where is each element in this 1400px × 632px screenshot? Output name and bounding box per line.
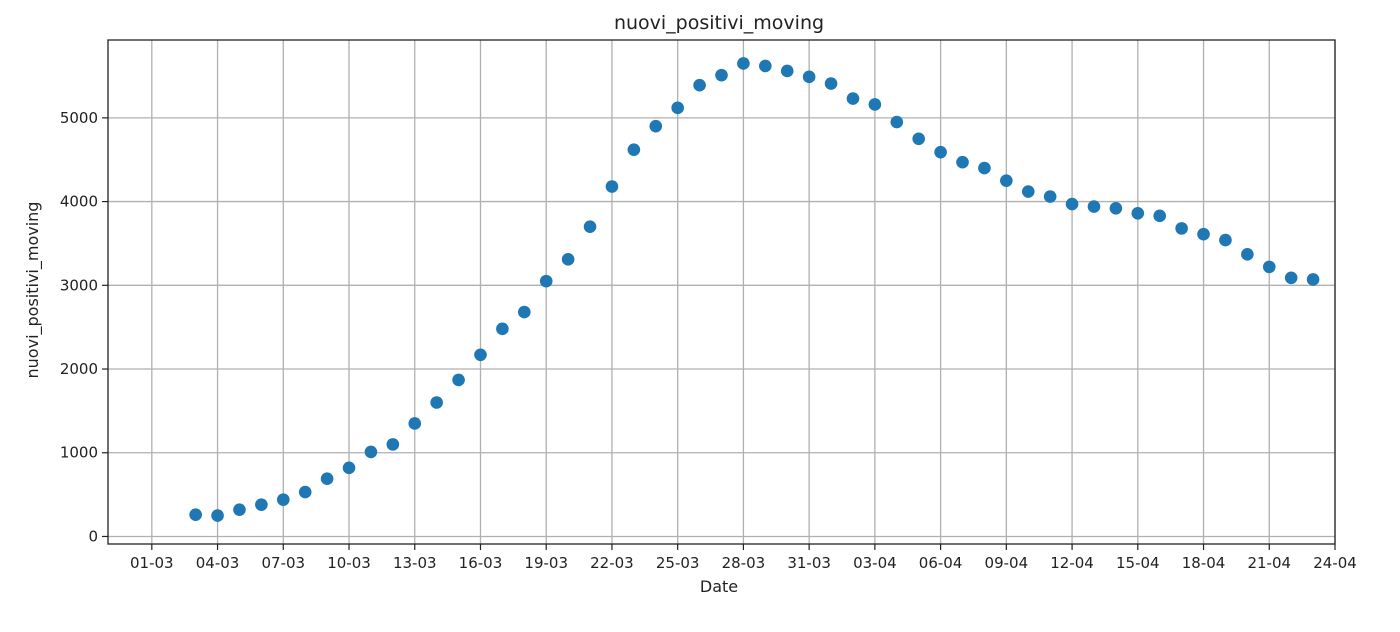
- data-point: [846, 92, 860, 105]
- y-tick-label: 4000: [60, 193, 98, 211]
- data-point: [649, 119, 663, 133]
- plot-frame: [107, 39, 1336, 545]
- data-point: [956, 155, 969, 169]
- data-point: [189, 508, 202, 521]
- data-point: [1000, 174, 1013, 187]
- data-point: [1175, 222, 1188, 235]
- data-point: [298, 485, 312, 499]
- data-point: [737, 57, 750, 70]
- x-tick-label: 09-04: [985, 554, 1029, 572]
- data-point: [1284, 271, 1298, 285]
- data-point: [780, 64, 794, 78]
- data-point: [1109, 201, 1123, 215]
- y-tick-label: 0: [88, 527, 98, 545]
- x-tick-label: 18-04: [1182, 554, 1226, 572]
- y-tick-label: 5000: [60, 109, 98, 127]
- x-axis-ticks: 01-03 04-03 07-03 10-03 13-03 16-03 19-03 22-03…: [130, 544, 1357, 572]
- data-point: [430, 396, 443, 409]
- data-point: [276, 493, 290, 506]
- data-point: [1065, 197, 1079, 211]
- chart-title: nuovi_positivi_moving: [614, 12, 824, 34]
- data-point: [255, 498, 268, 511]
- x-tick-label: 24-04: [1313, 554, 1357, 572]
- data-point: [1131, 207, 1145, 220]
- data-point: [342, 461, 356, 475]
- x-tick-label: 06-04: [919, 554, 963, 572]
- data-point: [627, 143, 641, 156]
- data-point: [693, 78, 706, 92]
- data-point: [518, 305, 531, 319]
- data-point: [408, 417, 422, 430]
- x-tick-label: 21-04: [1247, 554, 1291, 572]
- data-point: [1306, 273, 1320, 286]
- x-tick-label: 31-03: [787, 554, 831, 572]
- data-point: [802, 70, 816, 84]
- x-axis-title: Date: [700, 577, 738, 596]
- data-points: [189, 57, 1320, 522]
- y-tick-label: 2000: [60, 360, 98, 378]
- y-axis-title: nuovi_positivi_moving: [23, 202, 43, 379]
- data-point: [496, 322, 509, 336]
- data-point: [1219, 233, 1232, 247]
- y-tick-label: 1000: [60, 444, 98, 462]
- data-point: [715, 68, 728, 82]
- data-point: [605, 180, 619, 193]
- data-point: [978, 161, 991, 175]
- y-axis-ticks: 0 1000 2000 3000 4000 5000: [60, 109, 108, 545]
- x-tick-label: 25-03: [656, 554, 700, 572]
- data-point: [1043, 190, 1057, 203]
- x-tick-label: 19-03: [524, 554, 568, 572]
- data-point: [386, 438, 400, 451]
- x-tick-label: 01-03: [130, 554, 174, 572]
- x-tick-label: 07-03: [261, 554, 305, 572]
- data-point: [1262, 260, 1276, 274]
- x-tick-label: 28-03: [722, 554, 766, 572]
- data-point: [1241, 248, 1254, 261]
- data-point: [364, 445, 378, 459]
- data-point: [671, 101, 684, 115]
- data-point: [912, 132, 925, 146]
- data-point: [868, 98, 882, 111]
- grid-lines: [108, 40, 1336, 544]
- x-tick-label: 10-03: [327, 554, 371, 572]
- x-tick-label: 22-03: [590, 554, 634, 572]
- data-point: [1021, 185, 1035, 198]
- data-point: [561, 253, 575, 266]
- x-tick-label: 16-03: [459, 554, 503, 572]
- data-point: [583, 220, 597, 233]
- data-point: [452, 373, 465, 387]
- data-point: [211, 509, 224, 522]
- x-tick-label: 13-03: [393, 554, 437, 572]
- data-point: [539, 274, 553, 288]
- data-point: [1197, 227, 1210, 241]
- data-point: [1153, 209, 1167, 223]
- x-tick-label: 03-04: [853, 554, 897, 572]
- data-point: [1087, 200, 1101, 213]
- data-point: [890, 115, 904, 129]
- x-tick-label: 04-03: [196, 554, 240, 572]
- x-tick-label: 15-04: [1116, 554, 1160, 572]
- data-point: [934, 145, 947, 159]
- y-tick-label: 3000: [60, 276, 98, 294]
- x-tick-label: 12-04: [1050, 554, 1094, 572]
- data-point: [759, 59, 772, 73]
- data-point: [474, 348, 487, 362]
- data-point: [824, 77, 838, 90]
- data-point: [233, 503, 246, 516]
- data-point: [320, 472, 334, 485]
